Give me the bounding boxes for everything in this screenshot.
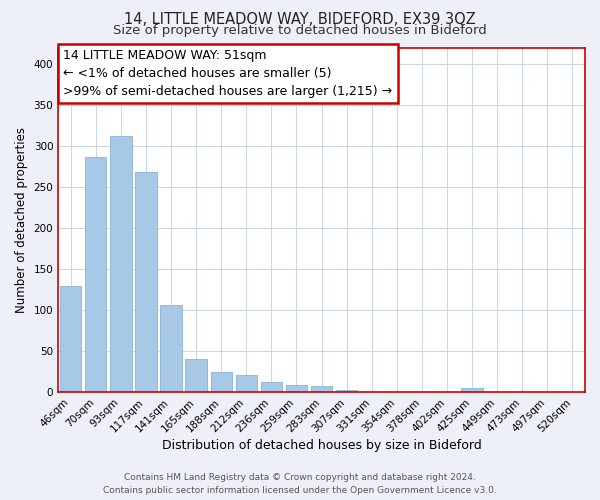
Bar [85,156,106,392]
Y-axis label: Number of detached properties: Number of detached properties [15,127,28,313]
Bar [60,286,82,392]
Bar [461,388,483,392]
Bar [286,385,307,392]
Text: Contains HM Land Registry data © Crown copyright and database right 2024.
Contai: Contains HM Land Registry data © Crown c… [103,474,497,495]
Text: 14, LITTLE MEADOW WAY, BIDEFORD, EX39 3QZ: 14, LITTLE MEADOW WAY, BIDEFORD, EX39 3Q… [124,12,476,28]
Bar [211,372,232,392]
Bar [336,390,358,392]
X-axis label: Distribution of detached houses by size in Bideford: Distribution of detached houses by size … [162,440,481,452]
Bar [136,172,157,392]
Bar [236,375,257,392]
Bar [185,360,207,392]
Text: 14 LITTLE MEADOW WAY: 51sqm
← <1% of detached houses are smaller (5)
>99% of sem: 14 LITTLE MEADOW WAY: 51sqm ← <1% of det… [64,49,392,98]
Text: Size of property relative to detached houses in Bideford: Size of property relative to detached ho… [113,24,487,37]
Bar [110,136,131,392]
Bar [261,382,282,392]
Bar [160,305,182,392]
Bar [311,386,332,392]
